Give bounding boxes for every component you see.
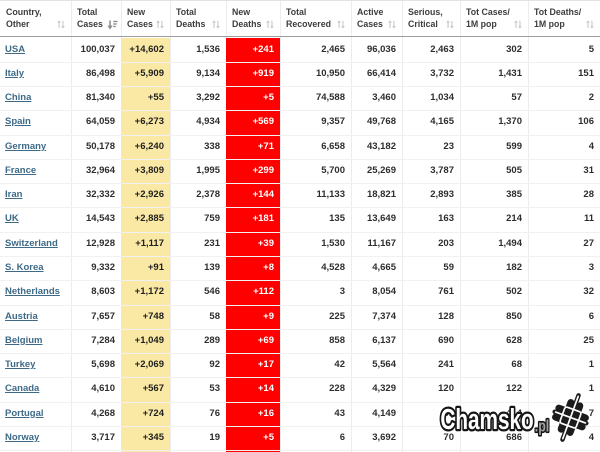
svg-text:Chamsko: Chamsko	[440, 404, 533, 436]
svg-text:.pl: .pl	[535, 418, 549, 436]
svg-text:Chamsko: Chamsko	[440, 404, 533, 436]
svg-text:.pl: .pl	[535, 418, 549, 436]
